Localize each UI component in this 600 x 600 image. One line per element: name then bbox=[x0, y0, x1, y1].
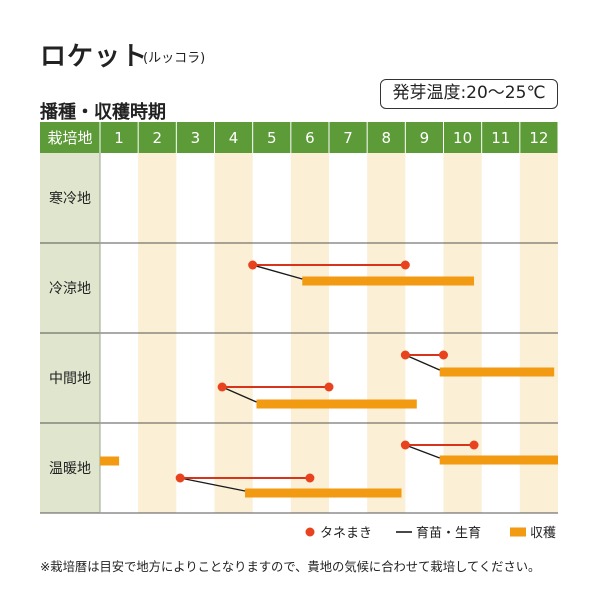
month-label-3: 3 bbox=[191, 129, 201, 147]
sowing-end-dot bbox=[400, 260, 410, 270]
legend-harvest-label: 収穫 bbox=[530, 526, 556, 541]
harvest-bar bbox=[439, 455, 558, 465]
legend-harvest-marker bbox=[510, 527, 526, 537]
region-label-1: 冷涼地 bbox=[49, 281, 91, 297]
growth-line bbox=[405, 354, 440, 371]
month-label-4: 4 bbox=[229, 129, 239, 147]
month-label-9: 9 bbox=[420, 129, 430, 147]
month-label-11: 11 bbox=[491, 129, 510, 147]
harvest-bar bbox=[245, 488, 402, 498]
month-label-7: 7 bbox=[343, 129, 353, 147]
harvest-bar bbox=[302, 276, 475, 286]
region-label-0: 寒冷地 bbox=[49, 190, 91, 207]
month-label-2: 2 bbox=[152, 129, 162, 147]
sowing-start-dot bbox=[175, 473, 185, 483]
harvest-bar bbox=[256, 399, 417, 409]
page-subtitle: (ルッコラ) bbox=[143, 51, 206, 66]
month-label-12: 12 bbox=[529, 129, 548, 147]
legend-growth-label: 育苗・生育 bbox=[416, 525, 481, 541]
month-label-10: 10 bbox=[453, 129, 472, 147]
sowing-start-dot bbox=[400, 440, 410, 450]
germination-temperature-badge: 発芽温度:20～25℃ bbox=[380, 79, 558, 109]
sowing-start-dot bbox=[400, 350, 410, 360]
harvest-bar bbox=[100, 456, 120, 466]
sowing-end-dot bbox=[439, 350, 448, 360]
sowing-start-dot bbox=[217, 382, 227, 392]
month-label-5: 5 bbox=[267, 129, 277, 147]
growth-line bbox=[221, 386, 257, 403]
sowing-end-dot bbox=[469, 440, 479, 450]
sowing-start-dot bbox=[248, 260, 258, 270]
sowing-end-dot bbox=[324, 382, 334, 392]
footnote: ※栽培暦は目安で地方によりことなりますので、貴地の気候に合わせて栽培してください… bbox=[40, 560, 541, 574]
growth-line bbox=[405, 444, 440, 459]
growth-line bbox=[180, 477, 246, 492]
sowing-end-dot bbox=[305, 473, 315, 483]
region-label-3: 温暖地 bbox=[49, 461, 91, 477]
region-label-2: 中間地 bbox=[49, 371, 91, 387]
legend-sowing-marker bbox=[305, 527, 315, 537]
month-label-8: 8 bbox=[381, 129, 391, 147]
section-title: 播種・収穫時期 bbox=[40, 102, 166, 123]
month-label-1: 1 bbox=[114, 129, 124, 147]
harvest-bar bbox=[439, 367, 555, 377]
month-label-6: 6 bbox=[305, 129, 315, 147]
corner-label-text: 栽培地 bbox=[47, 129, 92, 147]
growth-line bbox=[252, 264, 303, 280]
page-title: ロケット bbox=[40, 42, 149, 72]
legend-sowing-label: タネまき bbox=[320, 526, 372, 541]
month-header-bar bbox=[40, 122, 558, 153]
